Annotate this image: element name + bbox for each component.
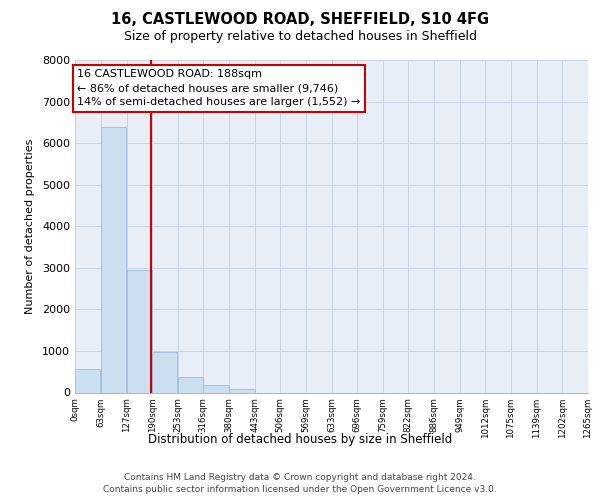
Text: 16, CASTLEWOOD ROAD, SHEFFIELD, S10 4FG: 16, CASTLEWOOD ROAD, SHEFFIELD, S10 4FG — [111, 12, 489, 28]
Bar — [127, 270, 152, 392]
Bar — [229, 390, 254, 392]
Bar — [101, 126, 127, 392]
Text: Size of property relative to detached houses in Sheffield: Size of property relative to detached ho… — [124, 30, 476, 43]
Text: 16 CASTLEWOOD ROAD: 188sqm
← 86% of detached houses are smaller (9,746)
14% of s: 16 CASTLEWOOD ROAD: 188sqm ← 86% of deta… — [77, 69, 361, 107]
Bar — [203, 385, 229, 392]
Bar — [178, 376, 203, 392]
Text: Contains HM Land Registry data © Crown copyright and database right 2024.: Contains HM Land Registry data © Crown c… — [124, 472, 476, 482]
Text: Contains public sector information licensed under the Open Government Licence v3: Contains public sector information licen… — [103, 485, 497, 494]
Text: Distribution of detached houses by size in Sheffield: Distribution of detached houses by size … — [148, 432, 452, 446]
Bar — [75, 369, 100, 392]
Bar — [152, 352, 178, 393]
Y-axis label: Number of detached properties: Number of detached properties — [25, 138, 35, 314]
